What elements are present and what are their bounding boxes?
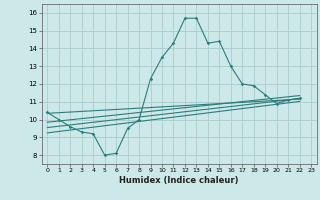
X-axis label: Humidex (Indice chaleur): Humidex (Indice chaleur) <box>119 176 239 185</box>
